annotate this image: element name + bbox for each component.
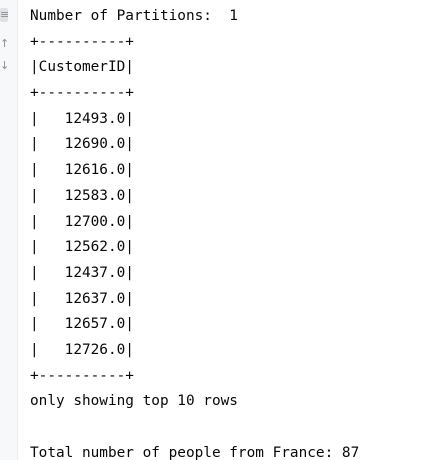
scroll-down-icon[interactable]: ↓ [0, 59, 10, 72]
footer-note: only showing top 10 rows [30, 393, 238, 410]
table-row: | 12700.0| [30, 213, 134, 230]
table-row: | 12583.0| [30, 187, 134, 204]
total-line: Total number of people from France: 87 [30, 444, 360, 460]
table-row: | 12493.0| [30, 110, 134, 127]
table-row: | 12726.0| [30, 341, 134, 358]
table-row: | 12657.0| [30, 316, 134, 333]
table-border-top: +----------+ [30, 33, 134, 50]
partitions-line: Number of Partitions: 1 [30, 8, 238, 24]
scroll-up-icon[interactable]: ↑ [0, 37, 10, 50]
soft-wrap-icon[interactable]: ≡ [0, 8, 10, 22]
table-row: | 12562.0| [30, 239, 134, 256]
table-row: | 12616.0| [30, 162, 134, 179]
console-gutter: ≡ ↑ ↓ [0, 0, 18, 460]
table-row: | 12637.0| [30, 290, 134, 307]
table-border-bottom: +----------+ [30, 367, 134, 384]
table-header: |CustomerID| [30, 59, 134, 76]
table-border-header: +----------+ [30, 85, 134, 102]
console-output[interactable]: Number of Partitions: 1 +----------+ |Cu… [30, 4, 445, 460]
table-row: | 12437.0| [30, 264, 134, 281]
table-row: | 12690.0| [30, 136, 134, 153]
blank-line [30, 415, 445, 441]
